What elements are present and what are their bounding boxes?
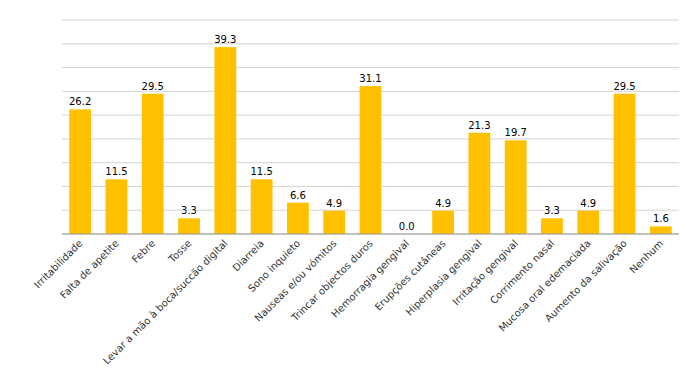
data-label: 26.2 [69, 96, 91, 107]
x-tick-label: Irritação gengival [450, 238, 520, 308]
bar [251, 179, 273, 234]
bar [650, 226, 672, 234]
grid-line [62, 234, 679, 235]
bar [287, 203, 309, 234]
bar [468, 133, 490, 234]
data-label: 1.6 [653, 213, 669, 224]
data-label: 6.6 [290, 190, 306, 201]
x-tick-label: Levar a mão à boca/succão digital [101, 238, 230, 367]
bar [214, 47, 236, 234]
data-label: 11.5 [105, 166, 127, 177]
grid-line [62, 67, 679, 68]
x-axis-line [62, 234, 679, 235]
bar [106, 179, 128, 234]
data-label: 0.0 [399, 221, 415, 232]
bars [69, 47, 671, 234]
data-label: 3.3 [181, 205, 197, 216]
grid [62, 20, 679, 234]
bar [614, 94, 636, 234]
bar [505, 140, 527, 234]
x-tick-label: Nenhum [628, 238, 666, 276]
data-label: 4.9 [326, 198, 342, 209]
data-label: 21.3 [468, 120, 490, 131]
bar [178, 218, 200, 234]
bar [360, 86, 382, 234]
bar [432, 211, 454, 234]
data-label: 11.5 [250, 166, 272, 177]
data-label: 4.9 [435, 198, 451, 209]
data-label: 39.3 [214, 34, 236, 45]
grid-line [62, 43, 679, 44]
grid-line [62, 20, 679, 21]
data-label: 29.5 [613, 81, 635, 92]
x-tick-label: Falta de apetite [58, 238, 121, 301]
data-labels: 26.2 11.5 29.5 3.3 39.3 11.5 6.6 4.9 31.1 0.0 4.9 2… [69, 34, 669, 232]
chart-svg: 26.2 11.5 29.5 3.3 39.3 11.5 6.6 4.9 31.1 0.0 4.9 2… [0, 0, 693, 382]
bar [541, 218, 563, 234]
bar [323, 211, 345, 234]
bar [69, 109, 91, 234]
x-tick-label: Corrimento nasal [488, 238, 557, 307]
data-label: 3.3 [544, 205, 560, 216]
x-tick-label: Diarreia [230, 238, 266, 274]
bar [577, 211, 599, 234]
bar [142, 94, 164, 234]
x-tick-label: Febre [130, 238, 157, 265]
x-tick-label: Erupções cutâneas [373, 238, 448, 313]
data-label: 31.1 [359, 73, 381, 84]
data-label: 29.5 [142, 81, 164, 92]
data-label: 19.7 [505, 127, 527, 138]
data-label: 4.9 [580, 198, 596, 209]
x-tick-label: Tosse [166, 238, 194, 266]
chart-container: 26.2 11.5 29.5 3.3 39.3 11.5 6.6 4.9 31.1 0.0 4.9 2… [0, 0, 693, 382]
x-tick-label: Aumento da salivação [543, 238, 629, 324]
x-tick-labels: IrritabilidadeFalta de apetiteFebreTosse… [32, 238, 665, 367]
